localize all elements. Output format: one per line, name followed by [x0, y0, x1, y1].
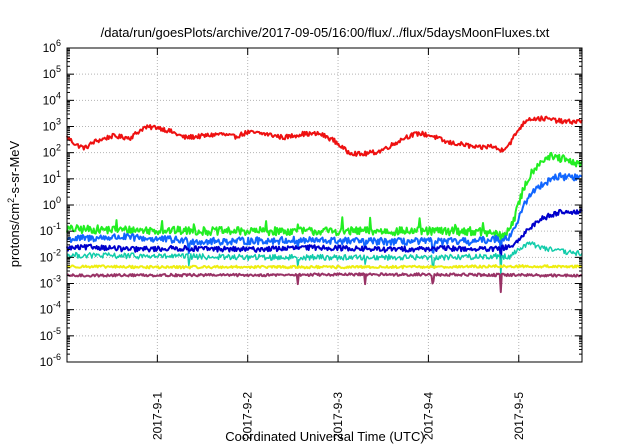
y-tick-label: 10-2: [40, 247, 61, 264]
series-line: [66, 172, 583, 255]
x-tick-label: 2017-9-2: [241, 392, 255, 440]
y-tick-label: 100: [43, 195, 61, 212]
chart-title: /data/run/goesPlots/archive/2017-09-05/1…: [101, 25, 550, 40]
y-tick-label: 105: [43, 64, 61, 81]
y-axis-label-unit: protons/cm: [7, 203, 22, 267]
x-tick-label: 2017-9-4: [421, 392, 435, 440]
y-tick-label: 103: [43, 117, 61, 134]
y-tick-label: 104: [43, 90, 61, 107]
series-line: [66, 208, 583, 261]
y-axis-label: protons/cm2-s-sr-MeV: [6, 140, 22, 267]
y-tick-label: 10-1: [40, 221, 61, 238]
x-axis-label: Coordinated Universal Time (UTC): [225, 429, 424, 444]
x-tick-label: 2017-9-3: [331, 392, 345, 440]
series-line: [66, 264, 583, 270]
series-layer: [66, 115, 583, 294]
y-tick-label: 10-3: [40, 274, 61, 291]
series-line: [66, 151, 583, 244]
y-tick-label: 102: [43, 143, 61, 160]
y-axis-label-rest: -s-sr-MeV: [7, 140, 22, 197]
series-line: [66, 272, 583, 294]
x-tick-label: 2017-9-1: [150, 392, 164, 440]
y-tick-label: 10-4: [40, 300, 61, 317]
axis-ticks: 10-6 10-5 10-4 10-3 10-2 10-1 100 101 102 103 104 1…: [40, 38, 582, 440]
x-tick-label: 2017-9-5: [512, 392, 526, 440]
y-tick-label: 106: [43, 38, 61, 55]
y-tick-label: 10-6: [40, 352, 61, 369]
y-tick-label: 101: [43, 169, 61, 186]
y-axis-label-exponent: 2: [6, 198, 16, 203]
series-line: [66, 241, 583, 276]
series-line: [66, 115, 583, 157]
y-tick-label: 10-5: [40, 326, 61, 343]
